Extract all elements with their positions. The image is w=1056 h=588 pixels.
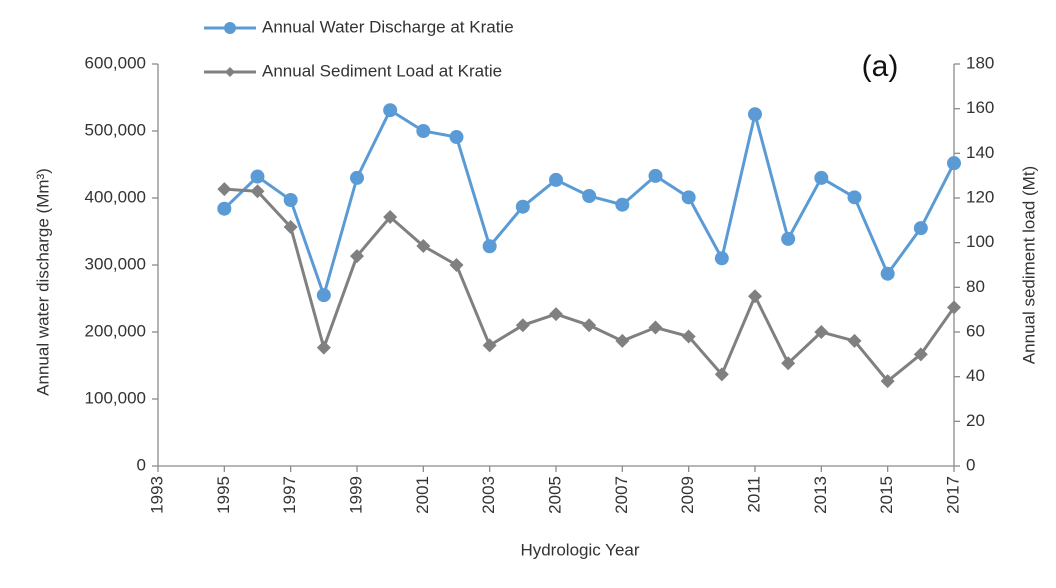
data-point [482, 338, 497, 353]
legend-label: Annual Water Discharge at Kratie [262, 17, 514, 36]
x-tick-label: 2007 [612, 476, 631, 514]
legend-label: Annual Sediment Load at Kratie [262, 61, 502, 80]
x-tick-label: 1993 [147, 476, 166, 514]
data-point [913, 221, 928, 236]
data-point [714, 251, 729, 266]
y-tick-label: 400,000 [85, 187, 146, 206]
data-point [781, 231, 796, 246]
data-point [947, 156, 961, 171]
y2-axis-title: Annual sediment load (Mt) [1019, 166, 1038, 364]
data-point [250, 184, 265, 199]
data-point [880, 374, 895, 389]
y2-tick-label: 100 [966, 232, 994, 251]
data-point [217, 182, 232, 197]
data-point [283, 193, 298, 208]
data-point [582, 188, 597, 203]
data-point [416, 239, 431, 254]
y2-tick-label: 0 [966, 455, 975, 474]
y2-tick-label: 120 [966, 187, 994, 206]
y-tick-label: 100,000 [85, 388, 146, 407]
data-point [250, 169, 265, 184]
y2-tick-label: 40 [966, 366, 985, 385]
data-point [416, 124, 431, 138]
data-point [283, 220, 298, 235]
y2-tick-label: 160 [966, 98, 994, 117]
data-point [217, 201, 232, 216]
data-point [714, 367, 729, 382]
y2-tick-label: 80 [966, 277, 985, 296]
y-tick-label: 0 [137, 455, 146, 474]
y-tick-label: 300,000 [85, 254, 146, 273]
x-tick-label: 2011 [744, 476, 763, 513]
data-point [648, 168, 663, 183]
x-tick-label: 2013 [811, 476, 830, 514]
y-tick-label: 200,000 [85, 321, 146, 340]
y2-tick-label: 180 [966, 53, 994, 72]
data-point [449, 258, 464, 272]
y2-tick-label: 60 [966, 321, 985, 340]
series-line [224, 187, 956, 384]
data-point [615, 333, 630, 348]
y2-tick-label: 20 [966, 411, 985, 430]
x-tick-label: 2003 [479, 476, 498, 514]
data-point [449, 130, 464, 145]
x-tick-label: 2005 [545, 476, 564, 514]
data-point [350, 170, 364, 185]
data-point [515, 199, 530, 214]
legend-marker [225, 67, 235, 77]
data-point [383, 103, 398, 118]
y-tick-label: 500,000 [85, 120, 146, 139]
panel-label: (a) [862, 50, 899, 83]
data-point [847, 333, 862, 348]
x-tick-label: 2001 [413, 476, 432, 514]
x-tick-label: 1995 [214, 476, 233, 514]
data-point [383, 209, 398, 224]
data-point [316, 340, 331, 355]
x-tick-label: 1997 [280, 476, 299, 514]
data-point [615, 197, 630, 212]
data-point [913, 347, 928, 362]
y-axis-title: Annual water discharge (Mm³) [33, 168, 52, 396]
data-point [350, 249, 364, 264]
x-tick-label: 2009 [678, 476, 697, 514]
data-point [814, 325, 829, 339]
data-point [748, 289, 762, 304]
data-point [814, 170, 829, 185]
y2-tick-label: 140 [966, 143, 994, 162]
data-point [748, 107, 762, 122]
legend-marker [224, 22, 236, 34]
data-point [947, 300, 961, 315]
x-tick-label: 2015 [877, 476, 896, 514]
data-point [681, 329, 696, 344]
data-point [515, 318, 530, 333]
x-axis-title: Hydrologic Year [520, 540, 639, 559]
data-point [681, 190, 696, 205]
data-point [549, 307, 563, 322]
y-tick-label: 600,000 [85, 53, 146, 72]
data-point [316, 288, 331, 303]
data-point [648, 320, 663, 335]
data-point [582, 318, 597, 333]
data-point [847, 190, 862, 205]
data-point [482, 239, 497, 254]
x-tick-label: 1999 [346, 476, 365, 514]
data-point [549, 172, 563, 187]
x-tick-label: 2017 [943, 476, 962, 514]
data-point [781, 356, 796, 371]
data-point [880, 266, 895, 281]
